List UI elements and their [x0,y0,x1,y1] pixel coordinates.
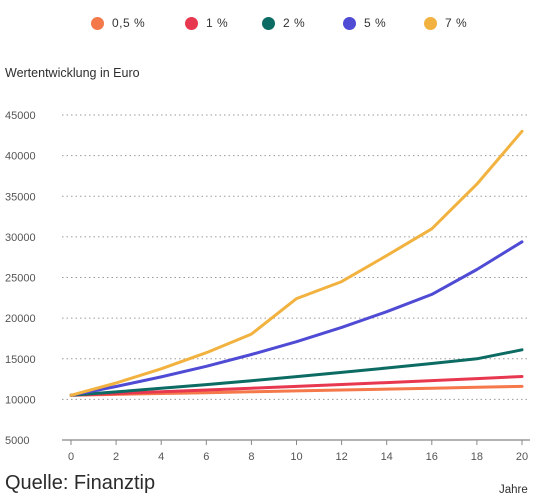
y-tick-label: 35000 [5,191,36,203]
x-tick-label: 16 [426,451,438,463]
legend: 0,5 % 1 % 2 % 5 % 7 % [0,10,533,36]
y-tick-label: 40000 [5,151,36,163]
legend-dot-icon [424,16,437,30]
series-line-3 [69,240,524,397]
legend-label: 7 % [445,16,468,30]
legend-item-0[interactable]: 0,5 % [91,16,145,30]
legend-item-2[interactable]: 2 % [262,16,305,30]
x-tick-label: 2 [113,451,119,463]
y-axis-label: Wertentwicklung in Euro [5,66,140,80]
legend-dot-icon [262,16,275,30]
legend-item-3[interactable]: 5 % [343,16,386,30]
y-tick-label: 20000 [5,313,36,325]
legend-label: 1 % [206,16,229,30]
x-tick-label: 10 [290,451,302,463]
x-tick-label: 0 [68,451,74,463]
legend-dot-icon [343,16,356,30]
y-tick-label: 25000 [5,273,36,285]
legend-item-4[interactable]: 7 % [424,16,467,30]
x-tick-label: 8 [248,451,254,463]
x-tick-label: 6 [203,451,209,463]
x-tick-label: 14 [381,451,393,463]
legend-label: 0,5 % [112,16,146,30]
legend-item-1[interactable]: 1 % [185,16,228,30]
series-line-4 [69,129,524,397]
legend-dot-icon [91,16,104,30]
y-tick-label: 10000 [5,394,36,406]
y-tick-label: 45000 [5,110,36,122]
legend-label: 5 % [364,16,387,30]
x-tick-label: 12 [335,451,347,463]
source-note: Quelle: Finanztip [5,472,156,494]
series-line-1 [69,375,524,397]
y-tick-label: 15000 [5,354,36,366]
x-axis-label: Jahre [499,484,528,496]
x-tick-label: 18 [471,451,483,463]
x-tick-label: 4 [158,451,164,463]
legend-label: 2 % [283,16,306,30]
legend-dot-icon [185,16,198,30]
series-line-2 [69,348,524,397]
x-tick-label: 20 [516,451,528,463]
y-tick-label: 5000 [5,435,29,447]
y-tick-label: 30000 [5,232,36,244]
